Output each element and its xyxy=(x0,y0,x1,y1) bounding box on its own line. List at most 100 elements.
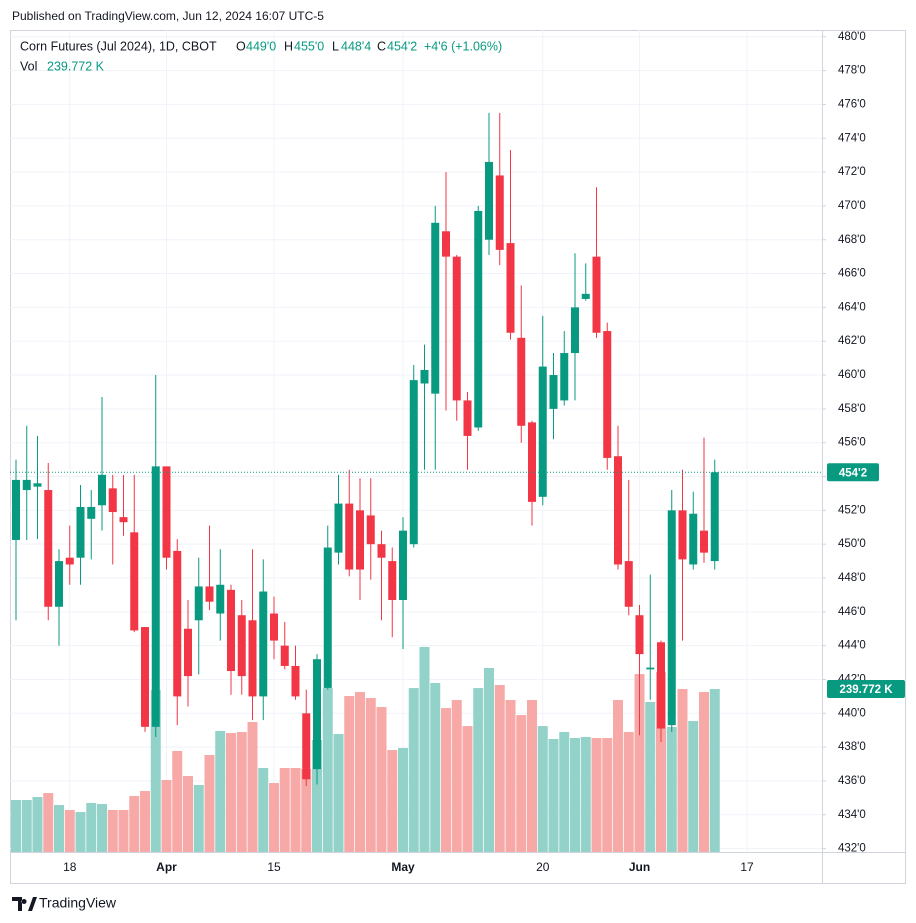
y-tick-label: 438'0 xyxy=(838,741,866,753)
y-tick-label: 472'0 xyxy=(838,166,866,178)
y-tick-label: 452'0 xyxy=(838,504,866,516)
candle-body xyxy=(592,256,601,333)
candle-body xyxy=(528,422,536,502)
candle-body xyxy=(420,369,429,384)
legend-h-key: H xyxy=(284,39,293,53)
y-tick-label: 462'0 xyxy=(838,335,866,347)
candle-body xyxy=(119,517,128,523)
legend-l: 448'4 xyxy=(341,39,371,53)
volume-bar xyxy=(484,668,494,852)
candle-body xyxy=(108,488,117,513)
candle-body xyxy=(495,175,504,250)
y-tick-label: 460'0 xyxy=(838,369,866,381)
volume-bar xyxy=(172,750,183,852)
candle-body xyxy=(603,331,612,458)
candle-body xyxy=(33,483,42,487)
y-tick-label: 440'0 xyxy=(838,707,866,719)
volume-bar xyxy=(54,805,64,852)
logo xyxy=(12,897,37,911)
volume-bar xyxy=(494,684,505,852)
x-tick-label: 17 xyxy=(740,860,754,874)
x-tick-label: May xyxy=(391,860,415,874)
volume-bar xyxy=(32,797,43,852)
volume-bar xyxy=(580,736,591,852)
candle-body xyxy=(635,615,644,655)
volume-bar xyxy=(183,776,193,852)
y-tick-label: 476'0 xyxy=(838,98,866,110)
candle-body xyxy=(517,337,526,426)
candle-body xyxy=(614,456,622,565)
volume-bar xyxy=(43,793,54,852)
candle-body xyxy=(667,510,676,726)
x-tick-label: 18 xyxy=(63,860,77,874)
y-tick-label: 466'0 xyxy=(838,268,866,280)
candle-body xyxy=(345,503,354,570)
volume-bar xyxy=(408,688,419,852)
volume-bar xyxy=(150,690,161,852)
candle-body xyxy=(377,544,386,558)
volume-bar xyxy=(570,738,580,852)
candle-body xyxy=(474,210,483,428)
volume-bar xyxy=(21,800,32,852)
volume-bar xyxy=(107,809,118,852)
volume-bar xyxy=(355,691,365,852)
candle-body xyxy=(55,561,63,607)
candle-body xyxy=(270,613,278,641)
candle-body xyxy=(130,532,139,631)
volume-bar xyxy=(118,809,129,852)
x-tick-label: Apr xyxy=(156,860,177,874)
y-tick-label: 432'0 xyxy=(838,843,866,855)
published: Published on TradingView.com, Jun 12, 20… xyxy=(12,9,324,23)
volume-bar xyxy=(623,732,634,852)
y-tick-label: 436'0 xyxy=(838,775,866,787)
x-tick-label: 15 xyxy=(267,860,281,874)
legend-l-key: L xyxy=(332,39,339,53)
y-tick-label: 480'0 xyxy=(838,31,866,43)
last-price-box xyxy=(827,463,879,482)
candle-body xyxy=(409,380,418,545)
candle-body xyxy=(302,713,311,780)
y-tick-label: 464'0 xyxy=(838,301,866,313)
legend-c-key: C xyxy=(377,39,386,53)
candle-body xyxy=(151,466,160,727)
plot xyxy=(10,30,822,852)
volume-bar xyxy=(333,734,344,852)
candle-body xyxy=(141,627,149,727)
volume-bar xyxy=(645,701,656,852)
y-tick-label: 474'0 xyxy=(838,132,866,144)
volume-bar xyxy=(709,689,720,852)
volume-bar xyxy=(527,700,537,852)
candle-body xyxy=(678,510,687,560)
candle-body xyxy=(22,479,31,491)
candle-body xyxy=(506,243,515,333)
candle-body xyxy=(280,645,289,666)
legend-change: +4'6 (+1.06%) xyxy=(424,39,502,53)
volume-bar xyxy=(688,721,699,852)
y-tick-label: 470'0 xyxy=(838,200,866,212)
y-tick-label: 448'0 xyxy=(838,572,866,584)
volume-bar xyxy=(419,647,430,852)
volume-bar xyxy=(462,726,473,852)
volume-bar xyxy=(516,715,527,852)
candle-body xyxy=(227,589,235,672)
candle-body xyxy=(356,510,364,570)
volume-bar xyxy=(86,802,97,852)
volume-bar xyxy=(344,696,355,852)
candle-body xyxy=(65,557,74,565)
candle-body xyxy=(689,513,698,565)
candle-body xyxy=(710,472,719,562)
legend-o: 449'0 xyxy=(246,39,276,53)
candle-body xyxy=(646,667,655,670)
candle-body xyxy=(700,530,708,553)
candle-body xyxy=(431,222,440,394)
candle-body xyxy=(76,506,85,558)
volume-bar xyxy=(537,726,548,852)
candle-body xyxy=(334,503,343,553)
candle-body xyxy=(624,561,633,607)
volume-bar xyxy=(269,783,279,852)
volume-bar xyxy=(613,700,623,852)
volume-bar xyxy=(602,738,613,852)
y-tick-label: 434'0 xyxy=(838,809,866,821)
x-tick-label: Jun xyxy=(629,860,650,874)
